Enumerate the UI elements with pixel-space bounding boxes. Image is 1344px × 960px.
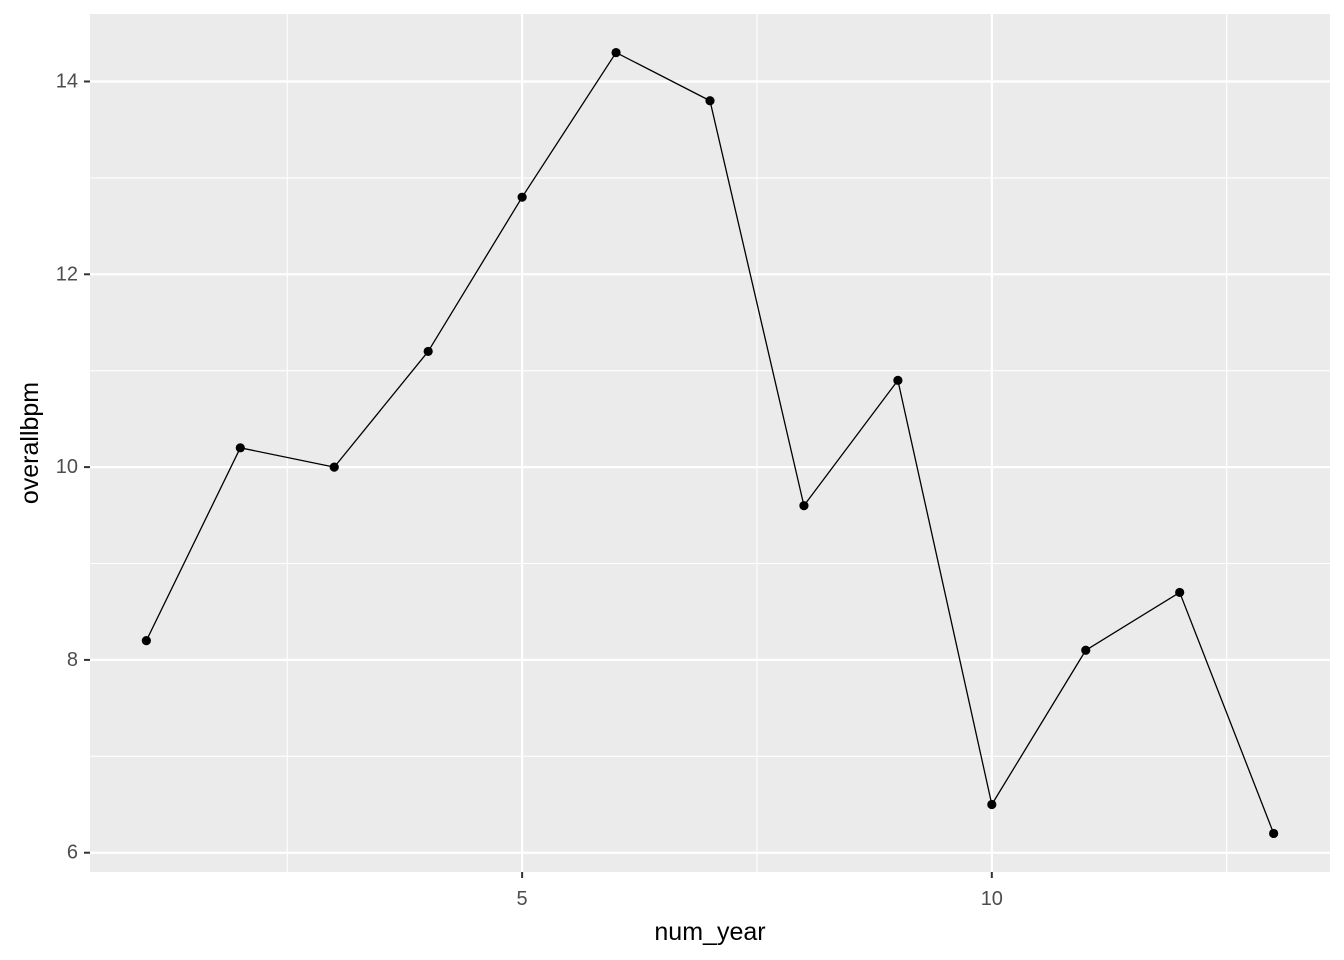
data-point [799, 501, 809, 511]
y-tick-label: 6 [67, 842, 78, 864]
data-point [141, 636, 151, 646]
y-axis-title: overallbpm [16, 382, 44, 504]
data-point [1269, 828, 1279, 839]
data-point [423, 346, 433, 357]
data-point [1081, 645, 1091, 655]
x-axis-title: num_year [654, 918, 765, 946]
y-tick-label: 14 [56, 70, 78, 92]
x-tick-label: 5 [517, 888, 528, 910]
data-point [705, 96, 715, 106]
minor-gridlines [90, 14, 1330, 872]
y-tick-label: 10 [56, 456, 78, 478]
y-tick-label: 8 [67, 649, 78, 671]
plot-panel [90, 14, 1330, 872]
y-axis: 6 8 10 12 14 [56, 70, 90, 864]
major-gridlines [90, 14, 1330, 872]
y-tick-label: 12 [56, 263, 78, 285]
data-point [517, 192, 527, 202]
data-point [1175, 587, 1185, 598]
data-point [329, 462, 339, 472]
series-layer [141, 47, 1279, 839]
data-point [893, 375, 903, 385]
data-point [235, 443, 245, 453]
data-point [611, 47, 621, 58]
x-tick-label: 10 [981, 888, 1003, 910]
data-point [987, 799, 997, 810]
x-axis: 5 10 [517, 872, 1003, 910]
